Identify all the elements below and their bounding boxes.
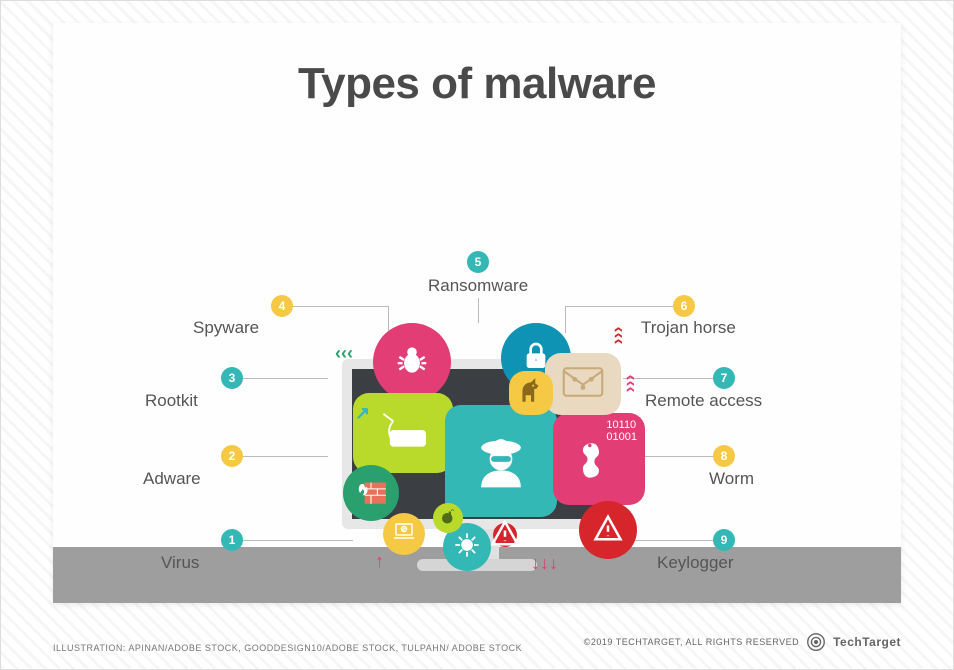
connector <box>565 306 566 333</box>
badge-6: 6 <box>673 295 695 317</box>
label-worm: Worm <box>709 469 754 489</box>
decorative-arrow: ››› <box>619 375 640 393</box>
alert-blob <box>579 501 637 559</box>
connector <box>243 378 328 379</box>
horse-blob <box>509 371 553 415</box>
label-ransomware: Ransomware <box>428 276 528 296</box>
badge-4: 4 <box>271 295 293 317</box>
techtarget-logo-icon <box>805 631 827 653</box>
label-virus: Virus <box>161 553 199 573</box>
decorative-arrow: ‹‹‹ <box>335 343 353 364</box>
content-panel: Types of malware PASSWORD★★★★★ 10110 0100… <box>53 23 901 603</box>
alert-icon <box>490 518 520 553</box>
decorative-arrow: ↗ <box>355 403 370 424</box>
horse-icon <box>516 376 546 411</box>
badge-9: 9 <box>713 529 735 551</box>
canvas: Types of malware PASSWORD★★★★★ 10110 0100… <box>0 0 954 670</box>
label-adware: Adware <box>143 469 201 489</box>
label-remote-access: Remote access <box>645 391 762 411</box>
badge-2: 2 <box>221 445 243 467</box>
firewall-blob <box>343 465 399 521</box>
svg-text:★★★★★: ★★★★★ <box>397 439 419 445</box>
copyright-text: ©2019 TECHTARGET, ALL RIGHTS RESERVED <box>584 637 799 647</box>
badge-5: 5 <box>467 251 489 273</box>
decorative-arrow: ↑ <box>375 551 384 572</box>
badge-1: 1 <box>221 529 243 551</box>
alert-blob <box>493 523 517 547</box>
envelope-blob <box>545 353 621 415</box>
bug-blob <box>373 323 451 401</box>
label-spyware: Spyware <box>193 318 259 338</box>
badge-8: 8 <box>713 445 735 467</box>
connector <box>478 298 479 323</box>
connector <box>243 540 353 541</box>
hacker-blob <box>445 405 557 517</box>
connector <box>293 306 388 307</box>
label-rootkit: Rootkit <box>145 391 198 411</box>
hacker-icon <box>467 425 535 498</box>
laptop-icon <box>392 522 416 547</box>
bug-icon <box>393 341 431 384</box>
label-keylogger: Keylogger <box>657 553 734 573</box>
label-trojan-horse: Trojan horse <box>641 318 736 338</box>
copyright: ©2019 TECHTARGET, ALL RIGHTS RESERVED Te… <box>584 631 901 653</box>
footer: ILLUSTRATION: APINAN/ADOBE STOCK, GOODDE… <box>53 631 901 653</box>
credit-text: ILLUSTRATION: APINAN/ADOBE STOCK, GOODDE… <box>53 643 522 653</box>
badge-7: 7 <box>713 367 735 389</box>
decorative-arrow: ››› <box>607 327 628 345</box>
alert-icon <box>593 513 623 548</box>
decorative-arrow: ↓↓↓ <box>531 553 558 574</box>
bomb-blob <box>433 503 463 533</box>
worm-blob: 10110 01001 <box>553 413 645 505</box>
firewall-icon <box>354 476 388 511</box>
virus-icon <box>453 531 481 564</box>
envelope-icon <box>561 365 605 404</box>
brand-text: TechTarget <box>833 635 901 649</box>
diagram-stage: PASSWORD★★★★★10110 01001 ‹‹‹›››↑↓↓↓›››↗ … <box>53 153 901 603</box>
title: Types of malware <box>53 59 901 109</box>
bomb-icon <box>439 507 457 530</box>
connector <box>565 306 673 307</box>
connector <box>243 456 328 457</box>
badge-3: 3 <box>221 367 243 389</box>
laptop-blob <box>383 513 425 555</box>
phish-icon: PASSWORD★★★★★ <box>373 409 433 458</box>
